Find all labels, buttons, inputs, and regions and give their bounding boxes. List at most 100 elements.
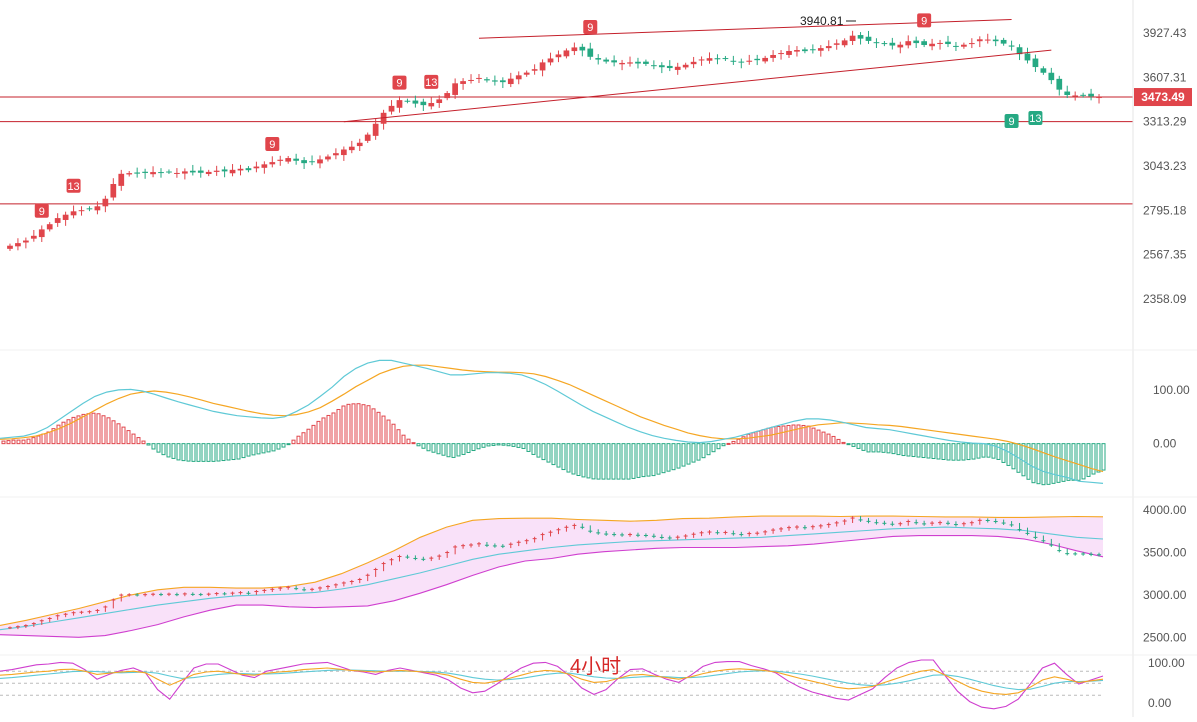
macd-histogram-bar <box>311 424 316 445</box>
macd-histogram-bar <box>191 443 196 462</box>
candle-body <box>436 99 443 103</box>
macd-histogram-bar <box>556 443 561 468</box>
macd-histogram-bar <box>531 443 536 455</box>
candle-body <box>1072 95 1079 97</box>
macd-histogram-bar <box>1091 443 1096 475</box>
macd-histogram-bar <box>861 443 866 451</box>
macd-histogram-bar <box>516 443 521 448</box>
candle-body <box>706 58 713 61</box>
macd-histogram-bar <box>1076 443 1081 481</box>
candle-body <box>515 75 522 80</box>
candle-body <box>325 156 331 160</box>
candle-body <box>420 101 427 106</box>
candle-body <box>348 146 355 151</box>
macd-histogram-bar <box>991 443 996 459</box>
last-price-label: 3473.49 <box>1141 90 1185 104</box>
macd-histogram-bar <box>121 426 126 445</box>
macd-histogram-bar <box>1016 443 1021 473</box>
macd-histogram-bar <box>521 443 526 449</box>
candle-body <box>873 42 880 44</box>
macd-histogram-bar <box>41 433 46 445</box>
macd-histogram-bar <box>176 443 181 461</box>
macd-histogram-bar <box>346 403 351 445</box>
macd-tick-label: 0.00 <box>1153 437 1177 451</box>
macd-histogram-bar <box>881 443 886 453</box>
macd-histogram-bar <box>1061 443 1066 482</box>
macd-histogram-bar <box>431 443 436 453</box>
macd-histogram-bar <box>16 439 21 445</box>
candle-body <box>78 210 85 212</box>
bollinger-middle-line <box>0 526 1104 631</box>
candle-body <box>857 35 864 39</box>
candle-body <box>698 59 705 61</box>
macd-histogram-bar <box>1041 443 1046 486</box>
candle-body <box>253 166 260 169</box>
bollinger-tick-label: 3500.00 <box>1143 546 1187 560</box>
macd-histogram-bar <box>11 439 16 445</box>
macd-histogram-bar <box>971 443 976 460</box>
macd-histogram-bar <box>711 443 716 453</box>
macd-histogram-bar <box>566 443 571 473</box>
candle-body <box>62 214 69 220</box>
macd-histogram-bar <box>1031 443 1036 484</box>
macd-histogram-bar <box>911 443 916 458</box>
macd-histogram-bar <box>336 408 341 445</box>
macd-histogram-bar <box>791 424 796 445</box>
macd-histogram-bar <box>166 443 171 458</box>
macd-histogram-bar <box>701 443 706 459</box>
kdj-tick-label: 100.00 <box>1148 656 1185 670</box>
macd-histogram-bar <box>201 443 206 462</box>
candle-body <box>921 41 928 45</box>
macd-histogram-bar <box>226 443 231 461</box>
macd-histogram-bar <box>286 443 291 446</box>
macd-histogram-bar <box>71 416 76 445</box>
macd-histogram-bar <box>586 443 591 479</box>
macd-histogram-bar <box>721 443 726 447</box>
candle-body <box>277 159 284 161</box>
macd-histogram-bar <box>536 443 541 458</box>
macd-histogram-bar <box>56 424 61 445</box>
macd-histogram-bar <box>1026 443 1031 480</box>
macd-histogram-bar <box>651 443 656 477</box>
macd-histogram-bar <box>216 443 221 462</box>
candle-body <box>452 83 458 95</box>
candle-body <box>245 168 252 171</box>
candle-body <box>428 102 435 107</box>
macd-histogram-bar <box>691 443 696 463</box>
candle-body <box>46 224 53 230</box>
candle-body <box>1032 58 1039 68</box>
candle-body <box>404 100 411 102</box>
candle-body <box>762 57 769 62</box>
macd-histogram-bar <box>301 432 306 445</box>
macd-histogram-bar <box>831 435 836 445</box>
candle-body <box>189 170 196 173</box>
candle-body <box>309 161 315 163</box>
candle-body <box>770 54 776 58</box>
candle-body <box>142 171 148 173</box>
macd-histogram-bar <box>671 443 676 471</box>
macd-histogram-bar <box>81 413 86 445</box>
macd-histogram-bar <box>621 443 626 480</box>
macd-histogram-bar <box>351 403 356 445</box>
macd-histogram-bar <box>1046 443 1051 485</box>
macd-histogram-bar <box>826 433 831 445</box>
kdj-panel <box>0 659 1104 710</box>
macd-histogram-bar <box>1 440 6 445</box>
macd-histogram-bar <box>846 443 851 446</box>
candle-body <box>213 170 220 172</box>
price-tick-label: 2795.18 <box>1143 203 1187 217</box>
candle-body <box>356 142 363 147</box>
macd-histogram-bar <box>796 424 801 445</box>
macd-histogram-bar <box>986 443 991 458</box>
macd-histogram-bar <box>646 443 651 477</box>
macd-histogram-bar <box>906 443 911 457</box>
price-tick-label: 3313.29 <box>1143 115 1187 129</box>
macd-histogram-bar <box>66 419 71 445</box>
macd-histogram-bar <box>736 438 741 445</box>
candle-body <box>468 79 474 81</box>
candle-body <box>150 172 156 175</box>
candle-body <box>102 198 109 207</box>
candle-body <box>269 162 276 165</box>
candle-body <box>627 62 633 64</box>
